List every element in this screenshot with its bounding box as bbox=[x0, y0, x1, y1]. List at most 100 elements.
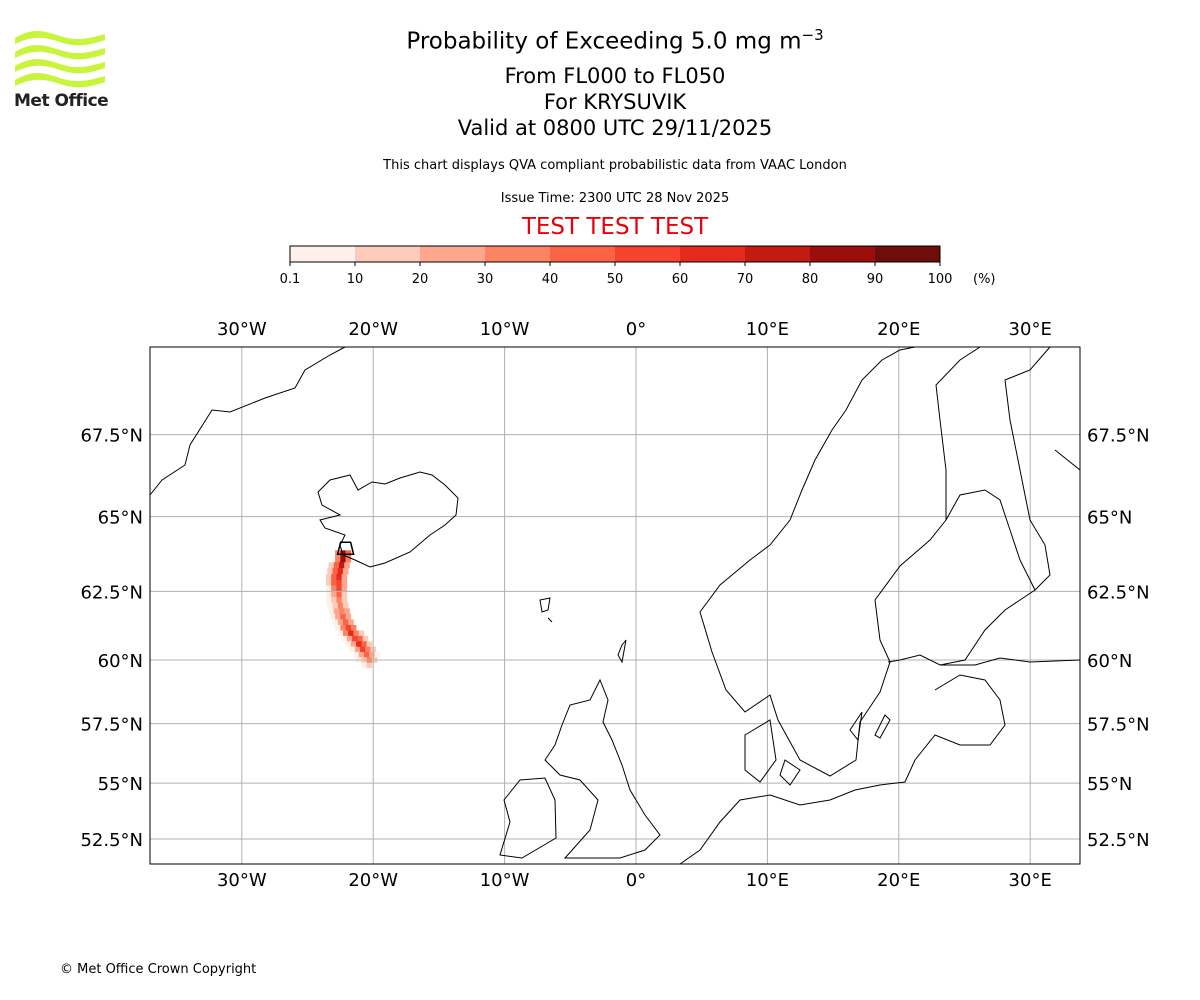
probability-cell bbox=[339, 608, 345, 615]
probability-cell bbox=[349, 646, 356, 653]
location: For KRYSUVIK bbox=[543, 90, 687, 114]
probability-cell bbox=[358, 652, 365, 658]
coast-denmark bbox=[744, 719, 801, 786]
probability-cell bbox=[325, 579, 332, 586]
probability-cell bbox=[331, 585, 337, 592]
probability-cell bbox=[342, 568, 349, 575]
coast-great-britain bbox=[544, 678, 661, 859]
probability-cell bbox=[331, 597, 337, 603]
probability-cell bbox=[337, 630, 344, 637]
lat-tick-label: 60°N bbox=[1087, 651, 1132, 672]
probability-cell bbox=[354, 646, 361, 653]
copyright: © Met Office Crown Copyright bbox=[60, 962, 257, 977]
coastlines bbox=[149, 346, 1081, 865]
probability-cell bbox=[345, 550, 352, 557]
coast-iceland bbox=[317, 471, 459, 568]
lat-tick-label: 52.5°N bbox=[80, 830, 143, 851]
lat-tick-label: 62.5°N bbox=[1087, 582, 1150, 603]
probability-cell bbox=[341, 585, 348, 592]
test-banner: TEST TEST TEST bbox=[521, 214, 709, 240]
probability-cell bbox=[366, 641, 373, 647]
probability-cell bbox=[340, 613, 346, 620]
probability-cell bbox=[336, 579, 342, 586]
probability-cell bbox=[336, 591, 342, 598]
probability-cell bbox=[345, 641, 352, 647]
probability-cell bbox=[332, 619, 339, 626]
probability-cell bbox=[356, 641, 362, 647]
lon-tick-label: 0° bbox=[626, 870, 646, 891]
lat-tick-label: 67.5°N bbox=[80, 426, 143, 447]
probability-cell bbox=[353, 630, 360, 637]
probability-cell bbox=[345, 556, 352, 563]
probability-cell bbox=[331, 573, 337, 581]
probability-cell bbox=[325, 597, 332, 603]
lon-tick-label: 20°E bbox=[877, 319, 920, 340]
probability-cell bbox=[333, 608, 340, 615]
logo-text: Met Office bbox=[14, 91, 109, 111]
probability-cell bbox=[325, 573, 332, 581]
coast-faroes bbox=[539, 597, 553, 623]
probability-cell bbox=[328, 608, 335, 615]
probability-cell bbox=[332, 568, 339, 575]
lon-tick-label: 10°W bbox=[480, 870, 530, 891]
lon-tick-label: 0° bbox=[626, 319, 646, 340]
probability-cell bbox=[344, 562, 350, 569]
probability-cell bbox=[340, 556, 346, 563]
lat-tick-label: 60°N bbox=[98, 651, 143, 672]
lon-tick-label: 30°W bbox=[217, 870, 267, 891]
probability-cell bbox=[346, 635, 353, 642]
coast-gotland bbox=[849, 711, 891, 742]
lon-tick-label: 10°E bbox=[746, 870, 789, 891]
probability-cell bbox=[331, 591, 337, 598]
lon-tick-label: 10°E bbox=[746, 319, 789, 340]
probability-cell bbox=[366, 662, 373, 669]
coast-norway-sweden-finland bbox=[699, 346, 1081, 777]
lon-tick-label: 10°W bbox=[480, 319, 530, 340]
probability-cell bbox=[353, 652, 360, 658]
subtitle: This chart displays QVA compliant probab… bbox=[383, 158, 847, 173]
probability-cell bbox=[336, 585, 342, 592]
probability-cell bbox=[336, 597, 342, 603]
probability-cell bbox=[325, 591, 332, 598]
probability-cell bbox=[340, 550, 346, 557]
flight-levels: From FL000 to FL050 bbox=[504, 64, 726, 88]
probability-cell bbox=[364, 652, 370, 658]
coast-ireland bbox=[499, 777, 557, 859]
probability-cell bbox=[345, 624, 352, 631]
lat-tick-label: 55°N bbox=[98, 774, 143, 795]
probability-cell bbox=[365, 646, 371, 653]
map-frame bbox=[149, 346, 1081, 865]
probability-cell bbox=[357, 635, 363, 642]
probability-cell bbox=[332, 602, 339, 609]
lon-tick-label: 20°W bbox=[348, 870, 398, 891]
probability-cell bbox=[325, 585, 332, 592]
probability-cell bbox=[374, 652, 381, 658]
probability-cell bbox=[345, 613, 352, 620]
lat-tick-label: 55°N bbox=[1087, 774, 1132, 795]
probability-cell bbox=[350, 624, 357, 631]
probability-cell bbox=[361, 641, 367, 647]
probability-cell bbox=[341, 591, 348, 598]
coast-shetland bbox=[617, 639, 627, 664]
lon-tick-label: 30°E bbox=[1009, 319, 1052, 340]
probability-cell bbox=[331, 579, 337, 586]
lat-tick-label: 65°N bbox=[98, 508, 143, 529]
probability-cell bbox=[341, 573, 348, 581]
probability-cell bbox=[342, 630, 349, 637]
probability-cell bbox=[350, 641, 357, 647]
probability-cell bbox=[342, 619, 349, 626]
probability-cell bbox=[341, 579, 348, 586]
probability-cell bbox=[333, 562, 340, 569]
probability-cell bbox=[369, 652, 375, 658]
probability-cell bbox=[327, 602, 333, 609]
lon-tick-label: 20°W bbox=[348, 319, 398, 340]
probability-cell bbox=[341, 597, 348, 603]
lon-tick-label: 30°E bbox=[1009, 870, 1052, 891]
probability-cell bbox=[360, 646, 366, 653]
probability-cell bbox=[337, 568, 344, 575]
probability-cell bbox=[344, 608, 350, 615]
probability-cell bbox=[348, 619, 354, 626]
probability-cell bbox=[329, 613, 336, 620]
valid-time: Valid at 0800 UTC 29/11/2025 bbox=[457, 116, 773, 140]
